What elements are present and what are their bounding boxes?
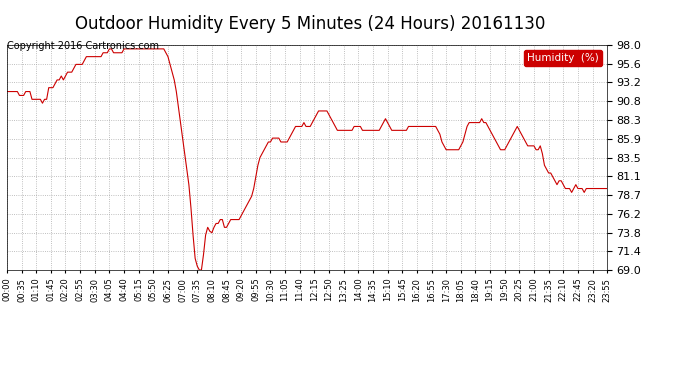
Text: Outdoor Humidity Every 5 Minutes (24 Hours) 20161130: Outdoor Humidity Every 5 Minutes (24 Hou…	[75, 15, 546, 33]
Legend: Humidity  (%): Humidity (%)	[524, 50, 602, 66]
Text: Copyright 2016 Cartronics.com: Copyright 2016 Cartronics.com	[7, 41, 159, 51]
